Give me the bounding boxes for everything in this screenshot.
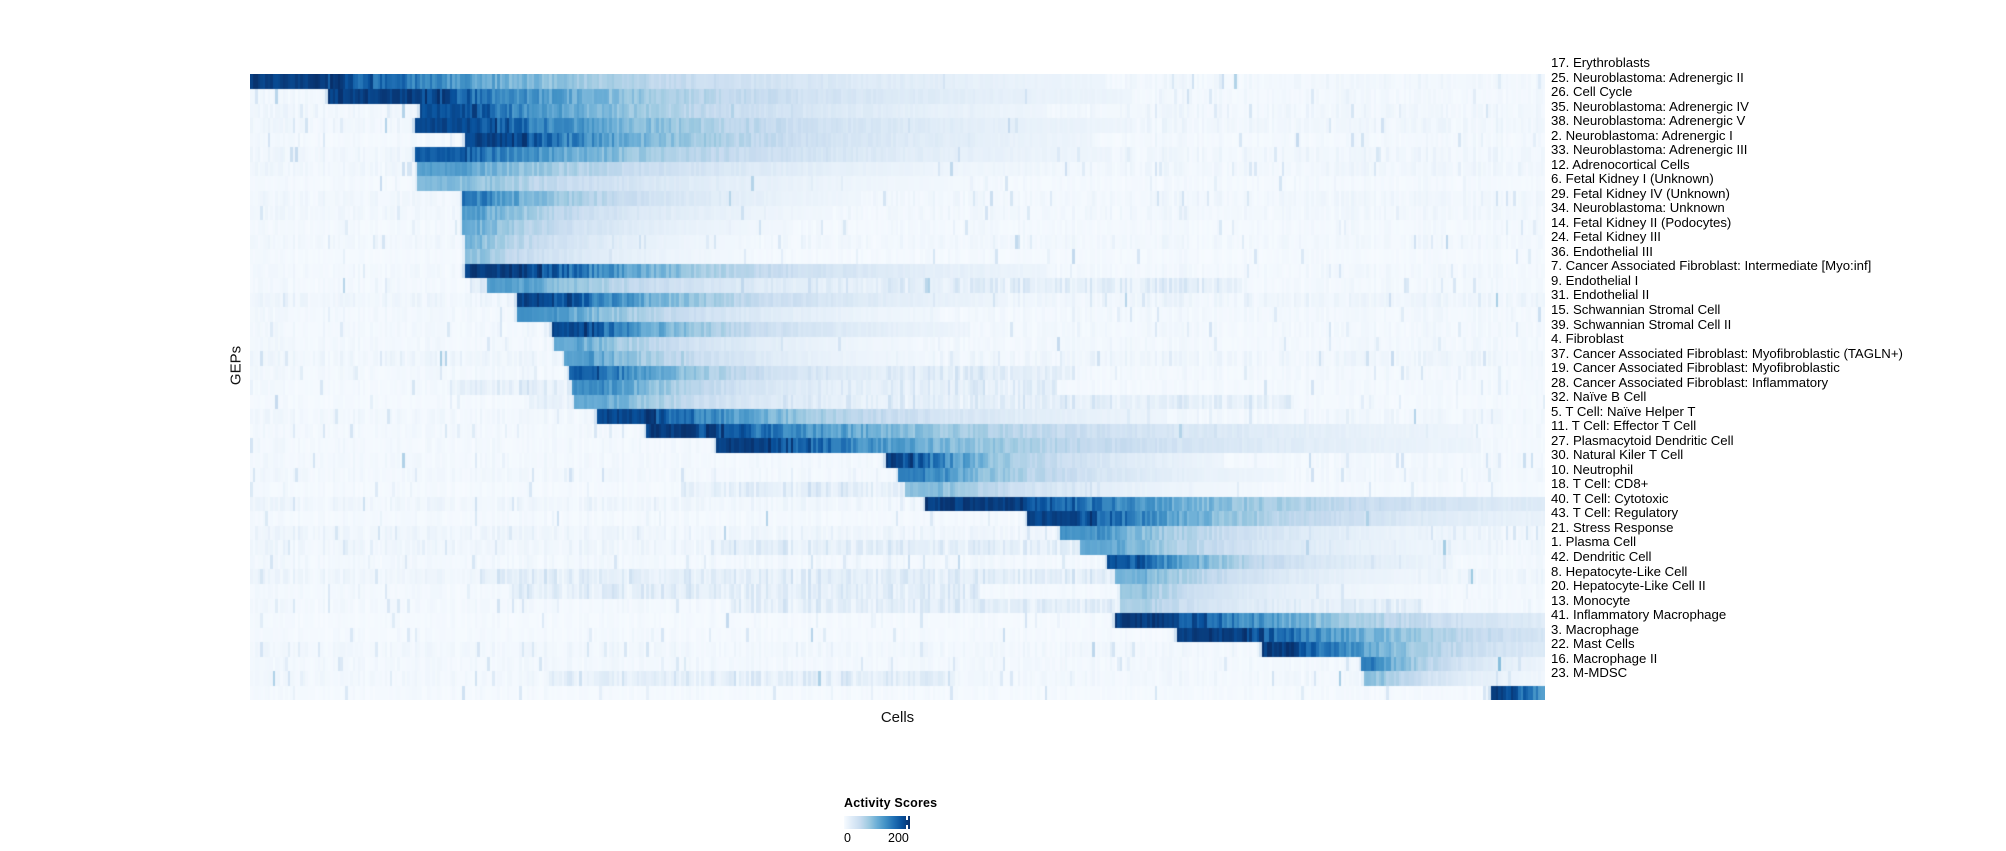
gep-row-label: 38. Neuroblastoma: Adrenergic V xyxy=(1551,113,1746,129)
colorbar-bar-wrap xyxy=(844,816,910,829)
gep-row-label: 25. Neuroblastoma: Adrenergic II xyxy=(1551,69,1744,85)
gep-row-label: 21. Stress Response xyxy=(1551,519,1674,535)
colorbar-tick-max: 200 xyxy=(888,831,909,845)
gep-row-label: 1. Plasma Cell xyxy=(1551,534,1637,550)
gep-row-label: 40. T Cell: Cytotoxic xyxy=(1551,490,1669,506)
gep-row-label: 10. Neutrophil xyxy=(1551,461,1634,477)
gep-row-label: 11. T Cell: Effector T Cell xyxy=(1551,418,1697,434)
colorbar-tick-bottom xyxy=(906,825,908,829)
gep-row-label: 34. Neuroblastoma: Unknown xyxy=(1551,200,1725,216)
gep-row-label: 9. Endothelial I xyxy=(1551,272,1639,288)
colorbar-tick-labels: 0 200 xyxy=(844,831,954,847)
gep-row-label: 43. T Cell: Regulatory xyxy=(1551,505,1679,521)
heatmap-canvas xyxy=(250,74,1545,700)
gep-row-label: 2. Neuroblastoma: Adrenergic I xyxy=(1551,127,1733,143)
gep-row-label: 8. Hepatocyte-Like Cell xyxy=(1551,563,1688,579)
colorbar-legend: Activity Scores 0 200 xyxy=(844,796,1084,847)
gep-row-label: 28. Cancer Associated Fibroblast: Inflam… xyxy=(1551,374,1829,390)
gep-row-label: 41. Inflammatory Macrophage xyxy=(1551,607,1727,623)
gep-row-label: 22. Mast Cells xyxy=(1551,636,1635,652)
colorbar-gradient xyxy=(844,816,910,829)
gep-row-label: 24. Fetal Kidney III xyxy=(1551,229,1661,245)
gep-row-label: 33. Neuroblastoma: Adrenergic III xyxy=(1551,142,1748,158)
colorbar-tick-top xyxy=(906,816,908,820)
gep-row-label: 39. Schwannian Stromal Cell II xyxy=(1551,316,1732,332)
gep-row-label: 6. Fetal Kidney I (Unknown) xyxy=(1551,171,1714,187)
gep-row-label: 15. Schwannian Stromal Cell xyxy=(1551,302,1721,317)
gep-row-label: 13. Monocyte xyxy=(1551,592,1631,608)
gep-row-label-list: 17. Erythroblasts 25. Neuroblastoma: Adre… xyxy=(1551,56,2006,706)
gep-row-label: 18. T Cell: CD8+ xyxy=(1551,476,1649,492)
gep-row-label: 7. Cancer Associated Fibroblast: Interme… xyxy=(1551,258,1872,274)
gep-row-label: 37. Cancer Associated Fibroblast: Myofib… xyxy=(1551,345,1903,361)
gep-row-label: 31. Endothelial II xyxy=(1551,287,1650,303)
gep-row-label: 32. Naïve B Cell xyxy=(1551,389,1647,405)
gep-row-label: 27. Plasmacytoid Dendritic Cell xyxy=(1551,432,1734,448)
heatmap-plot-area xyxy=(250,74,1545,700)
gep-row-label: 35. Neuroblastoma: Adrenergic IV xyxy=(1551,98,1749,114)
x-axis-label: Cells xyxy=(880,709,915,726)
gep-row-label: 17. Erythroblasts xyxy=(1551,55,1650,70)
gep-row-label: 36. Endothelial III xyxy=(1551,243,1653,259)
gep-row-label: 16. Macrophage II xyxy=(1551,650,1658,666)
gep-row-label: 5. T Cell: Naïve Helper T xyxy=(1551,403,1696,419)
gep-row-label: 29. Fetal Kidney IV (Unknown) xyxy=(1551,185,1730,201)
gep-row-label: 19. Cancer Associated Fibroblast: Myofib… xyxy=(1551,360,1840,376)
gep-row-label: 26. Cell Cycle xyxy=(1551,84,1633,100)
y-axis-label: GEPs xyxy=(227,345,245,386)
gep-row-label: 20. Hepatocyte-Like Cell II xyxy=(1551,578,1706,594)
gep-row-label: 12. Adrenocortical Cells xyxy=(1551,156,1690,172)
gep-row-label: 23. M-MDSC xyxy=(1551,665,1628,681)
colorbar-title: Activity Scores xyxy=(844,796,938,810)
gep-row-label: 30. Natural Kiler T Cell xyxy=(1551,447,1684,463)
gep-row-label: 3. Macrophage xyxy=(1551,621,1639,637)
gep-row-label: 4. Fibroblast xyxy=(1551,331,1624,347)
gep-row-label: 14. Fetal Kidney II (Podocytes) xyxy=(1551,214,1732,230)
gep-row-label: 42. Dendritic Cell xyxy=(1551,549,1652,565)
colorbar-tick-min: 0 xyxy=(844,831,851,845)
